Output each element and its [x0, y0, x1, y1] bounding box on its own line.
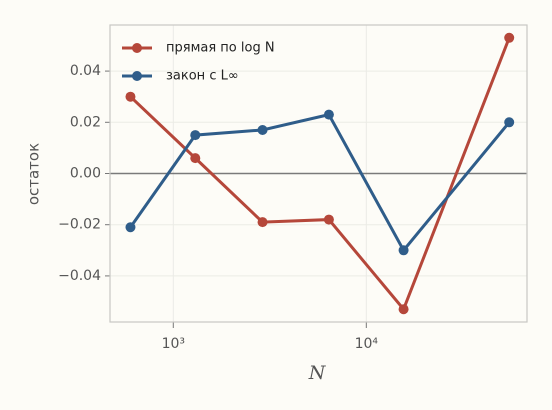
x-tick-label: 10³ — [162, 336, 185, 352]
x-tick-label: 10⁴ — [355, 336, 379, 352]
point — [125, 222, 136, 233]
legend-label: закон с L∞ — [166, 69, 239, 84]
point — [190, 153, 201, 164]
y-tick-label: 0.02 — [70, 114, 101, 130]
y-tick-label: 0.04 — [70, 63, 101, 79]
series-line — [129, 112, 511, 253]
point — [504, 117, 515, 128]
point — [398, 304, 409, 315]
y-tick-label: −0.04 — [58, 268, 101, 284]
legend-marker — [132, 43, 142, 53]
point — [323, 214, 334, 225]
point — [504, 32, 515, 43]
point — [398, 245, 409, 256]
y-axis-label: остаток — [25, 143, 43, 205]
point — [323, 109, 334, 120]
point — [257, 124, 268, 135]
legend-label: прямая по log N — [166, 41, 275, 56]
y-tick-label: 0.00 — [70, 166, 101, 182]
point — [190, 130, 201, 141]
x-axis-label: N — [308, 362, 327, 384]
legend-marker — [132, 71, 142, 81]
point — [257, 217, 268, 228]
y-tick-label: −0.02 — [58, 217, 101, 233]
plot-frame — [109, 24, 528, 323]
point — [125, 91, 136, 102]
